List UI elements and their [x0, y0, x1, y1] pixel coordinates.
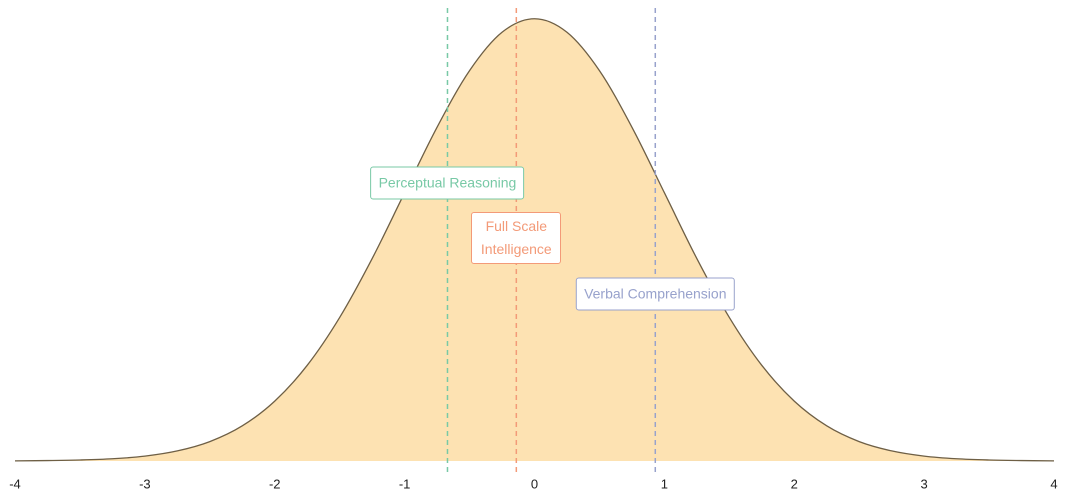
x-tick-label: 0 — [531, 476, 538, 491]
x-tick-label: 3 — [921, 476, 928, 491]
x-tick-label: 1 — [661, 476, 668, 491]
marker-label: Full Scale Intelligence — [471, 212, 562, 264]
x-tick-label: -2 — [269, 476, 281, 491]
marker-label: Perceptual Reasoning — [370, 166, 525, 200]
x-tick-label: -4 — [9, 476, 21, 491]
x-tick-label: -3 — [139, 476, 151, 491]
marker-label: Verbal Comprehension — [576, 277, 735, 311]
x-tick-label: 2 — [791, 476, 798, 491]
x-tick-label: -1 — [399, 476, 411, 491]
x-tick-label: 4 — [1050, 476, 1057, 491]
curve — [14, 18, 1055, 462]
